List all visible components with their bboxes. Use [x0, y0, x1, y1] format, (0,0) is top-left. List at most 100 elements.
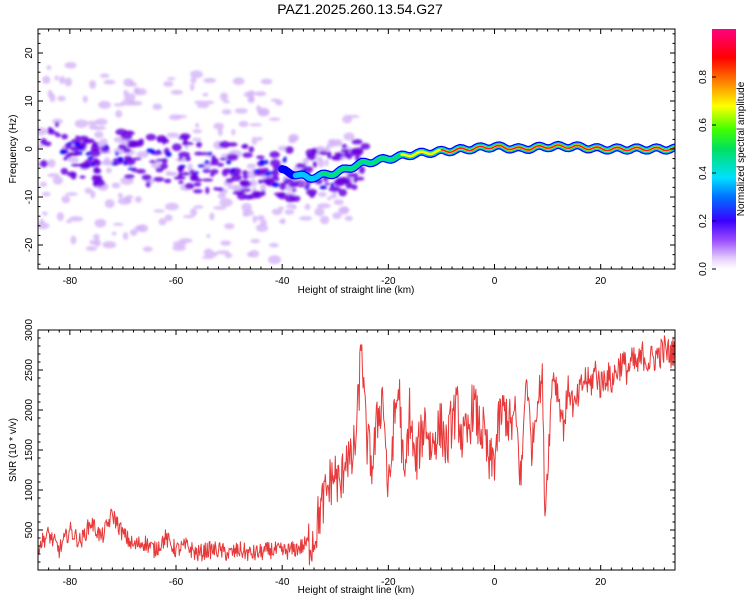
spectrogram-weak-blob: [38, 144, 44, 149]
spectrogram-strong-blob: [346, 172, 359, 178]
spectral-scatter-blobs: [38, 62, 371, 265]
spectrogram-weak-blob: [252, 215, 258, 223]
spectrogram-weak-blob: [217, 193, 226, 199]
spectrogram-core-blob: [253, 169, 260, 173]
spectrogram-weak-blob: [255, 223, 269, 232]
colorbar-ticks: 0.0 0.2 0.4 0.6 0.8: [698, 70, 716, 276]
spectrogram-weak-blob: [190, 77, 197, 84]
spectrogram-strong-blob: [227, 142, 238, 147]
spectrogram-strong-blob: [163, 138, 170, 144]
spectrogram-weak-blob: [314, 207, 325, 217]
spectrogram-core-blob: [304, 186, 309, 190]
spectrogram-weak-blob: [192, 129, 203, 134]
spectrogram-core-blob: [104, 144, 109, 149]
spectrogram-weak-blob: [42, 75, 51, 84]
spectrogram-strong-blob: [202, 178, 214, 182]
1-y-tick-label: 3000: [24, 318, 35, 341]
spectrogram-strong-blob: [124, 158, 136, 166]
spectrogram-strong-blob: [69, 146, 80, 152]
spectrogram-weak-blob: [115, 109, 123, 118]
spectrogram-strong-blob: [67, 151, 80, 157]
spectrogram-strong-blob: [192, 189, 203, 194]
spectrogram-weak-blob: [329, 139, 343, 145]
spectrogram-weak-blob: [268, 117, 281, 121]
spectrogram-strong-blob: [149, 160, 156, 164]
1-x-tick-label: -40: [275, 577, 290, 588]
spectrogram-weak-blob: [103, 157, 111, 165]
spectrogram-weak-blob: [324, 159, 329, 167]
1-y-tick-label: 500: [24, 521, 35, 538]
spectrogram-strong-blob: [360, 143, 371, 150]
spectrogram-weak-blob: [217, 127, 223, 137]
spectrogram-weak-blob: [112, 222, 124, 226]
spectrogram-x-axis: -80 -60 -40 -20 0 20: [37, 29, 676, 287]
spectrogram-core-blob: [271, 182, 280, 188]
spectrogram-weak-blob: [52, 118, 63, 125]
spectrogram-strong-blob: [133, 157, 142, 161]
spectrogram-strong-blob: [138, 138, 145, 146]
spectrogram-weak-blob: [319, 215, 330, 225]
spectrogram-strong-blob: [269, 151, 280, 159]
0-y-tick-label: -20: [24, 237, 35, 252]
spectrogram-weak-blob: [117, 192, 123, 199]
spectrogram-strong-blob: [155, 158, 166, 162]
spectrogram-strong-blob: [178, 151, 190, 158]
spectrogram-core-blob: [264, 159, 269, 165]
spectrogram-strong-blob: [153, 176, 165, 182]
spectrogram-core-blob: [151, 149, 156, 154]
1-y-tick-label: 1000: [24, 478, 35, 501]
1-x-tick-label: 20: [595, 577, 607, 588]
spectrogram-weak-blob: [197, 103, 210, 109]
spectrogram-core-blob: [59, 149, 67, 155]
spectrogram-strong-blob: [303, 166, 314, 173]
spectrogram-core-blob: [87, 156, 94, 160]
spectrogram-core-blob: [78, 146, 83, 151]
spectrogram-weak-blob: [213, 122, 225, 130]
spectrogram-strong-blob: [60, 167, 69, 175]
spectrogram-strong-blob: [82, 138, 95, 143]
spectrogram-weak-blob: [201, 255, 215, 260]
0-x-tick-label: -60: [169, 276, 184, 287]
spectrogram-weak-blob: [172, 244, 186, 251]
spectrogram-weak-blob: [195, 122, 200, 128]
spectrogram-weak-blob: [134, 196, 142, 203]
spectrogram-weak-blob: [58, 76, 66, 85]
spectrogram-strong-blob: [236, 192, 247, 200]
spectrogram-core-blob: [74, 141, 80, 147]
spectrogram-strong-blob: [248, 146, 255, 153]
spectrogram-weak-blob: [278, 219, 285, 223]
spectrogram-weak-blob: [166, 132, 180, 138]
spectrogram-weak-blob: [98, 100, 111, 109]
0-y-tick-label: 0: [24, 146, 35, 152]
spectrogram-strong-blob: [173, 175, 186, 180]
spectrogram-weak-blob: [158, 218, 167, 226]
colorbar-tick-label: 0.0: [698, 262, 709, 276]
spectrogram-weak-blob: [94, 218, 107, 228]
spectrogram-strong-blob: [163, 178, 172, 184]
spectrogram-weak-blob: [85, 246, 98, 251]
spectrogram-weak-blob: [222, 100, 230, 104]
spectrogram-weak-blob: [343, 132, 355, 141]
spectrogram-strong-blob: [338, 176, 351, 184]
spectrogram-core-blob: [226, 160, 232, 165]
spectrogram-weak-blob: [46, 65, 52, 70]
spectrogram-weak-blob: [49, 93, 56, 103]
1-x-tick-label: -80: [63, 577, 78, 588]
spectrogram-core-blob: [179, 165, 186, 168]
spectrogram-weak-blob: [89, 80, 97, 89]
spectrogram-strong-blob: [219, 157, 227, 161]
spectrogram-weak-blob: [209, 212, 215, 221]
spectrogram-strong-blob: [200, 152, 211, 156]
spectrogram-weak-blob: [86, 120, 100, 125]
spectrogram-strong-blob: [327, 151, 332, 160]
spectrogram-plot-area: [38, 62, 675, 265]
spectrogram-weak-blob: [113, 136, 124, 143]
spectrogram-strong-blob: [270, 175, 279, 180]
spectrogram-weak-blob: [152, 103, 163, 110]
spectrogram-weak-blob: [99, 73, 110, 78]
spectrogram-weak-blob: [104, 199, 115, 208]
spectrogram-strong-blob: [79, 175, 86, 179]
spectrogram-weak-blob: [254, 91, 267, 97]
spectrogram-strong-blob: [297, 184, 307, 188]
spectrogram-strong-blob: [340, 149, 351, 153]
